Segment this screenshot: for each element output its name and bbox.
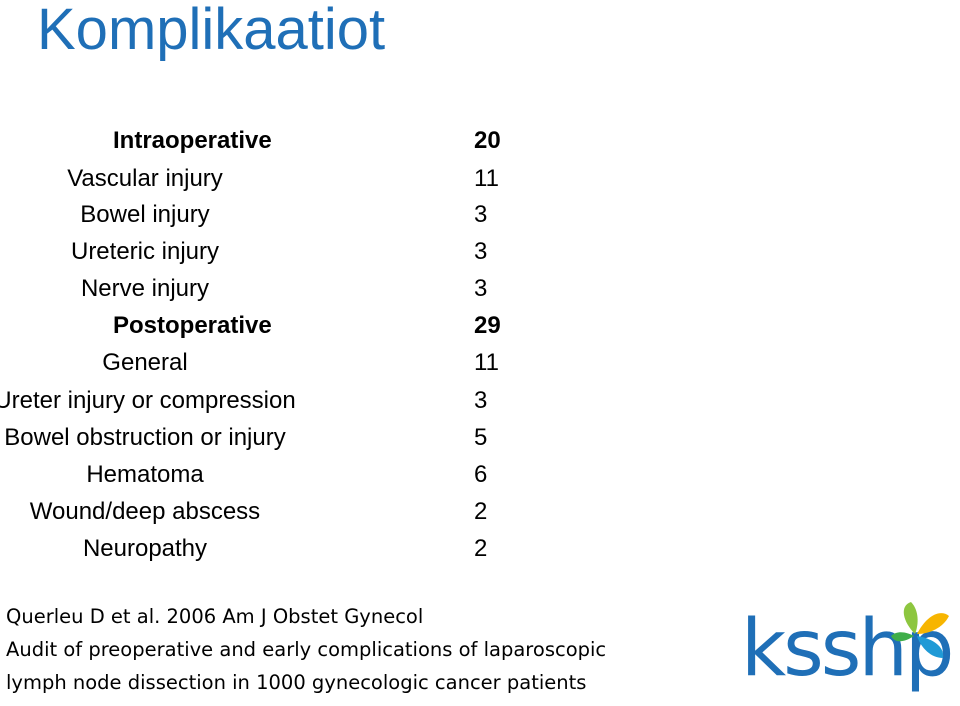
row-label: Neuropathy	[82, 535, 208, 562]
ksshp-logo: ksshp	[735, 596, 955, 706]
row-count: 5	[474, 424, 488, 451]
section-label: Postoperative	[113, 312, 272, 339]
citation-title-line-2: lymph node dissection in 1000 gynecologi…	[6, 671, 587, 694]
row-label: Ureter injury or compression	[0, 387, 296, 414]
section-count: 20	[474, 127, 501, 154]
logo-wordmark: ksshp	[741, 604, 954, 694]
table-row: Hematoma 6	[0, 457, 560, 493]
table-row: Ureteric injury 3	[0, 234, 560, 270]
row-label: Ureteric injury	[70, 238, 220, 265]
row-label: Bowel obstruction or injury	[4, 424, 286, 451]
table-row: Bowel obstruction or injury 5	[0, 420, 560, 456]
row-count: 3	[474, 238, 488, 265]
table-row: Wound/deep abscess 2	[0, 494, 560, 530]
section-header-intraoperative: Intraoperative 20	[0, 123, 560, 159]
table-row: General 11	[0, 345, 560, 381]
row-label: General	[102, 349, 188, 376]
row-label: Bowel injury	[80, 201, 210, 228]
butterfly-icon	[891, 602, 949, 658]
row-count: 2	[474, 535, 488, 562]
table-row: Neuropathy 2	[0, 531, 560, 567]
row-count: 3	[474, 201, 488, 228]
row-count: 2	[474, 498, 488, 525]
slide-title: Komplikaatiot	[37, 0, 386, 62]
citation-source: Querleu D et al. 2006 Am J Obstet Gyneco…	[6, 605, 424, 628]
row-count: 11	[474, 349, 499, 376]
citation-title-line-1: Audit of preoperative and early complica…	[6, 638, 607, 661]
table-row: Nerve injury 3	[0, 271, 560, 307]
row-count: 3	[474, 387, 488, 414]
section-count: 29	[474, 312, 501, 339]
table-row: Ureter injury or compression 3	[0, 383, 560, 419]
citation: Querleu D et al. 2006 Am J Obstet Gyneco…	[6, 600, 606, 699]
row-count: 11	[474, 165, 499, 192]
table-row: Bowel injury 3	[0, 197, 560, 233]
row-label: Wound/deep abscess	[29, 498, 261, 525]
row-label: Nerve injury	[80, 275, 210, 302]
section-label: Intraoperative	[113, 127, 272, 154]
row-label: Vascular injury	[67, 165, 223, 192]
row-label: Hematoma	[86, 461, 204, 488]
table-row: Vascular injury 11	[0, 161, 560, 197]
section-header-postoperative: Postoperative 29	[0, 308, 560, 344]
row-count: 3	[474, 275, 488, 302]
row-count: 6	[474, 461, 488, 488]
